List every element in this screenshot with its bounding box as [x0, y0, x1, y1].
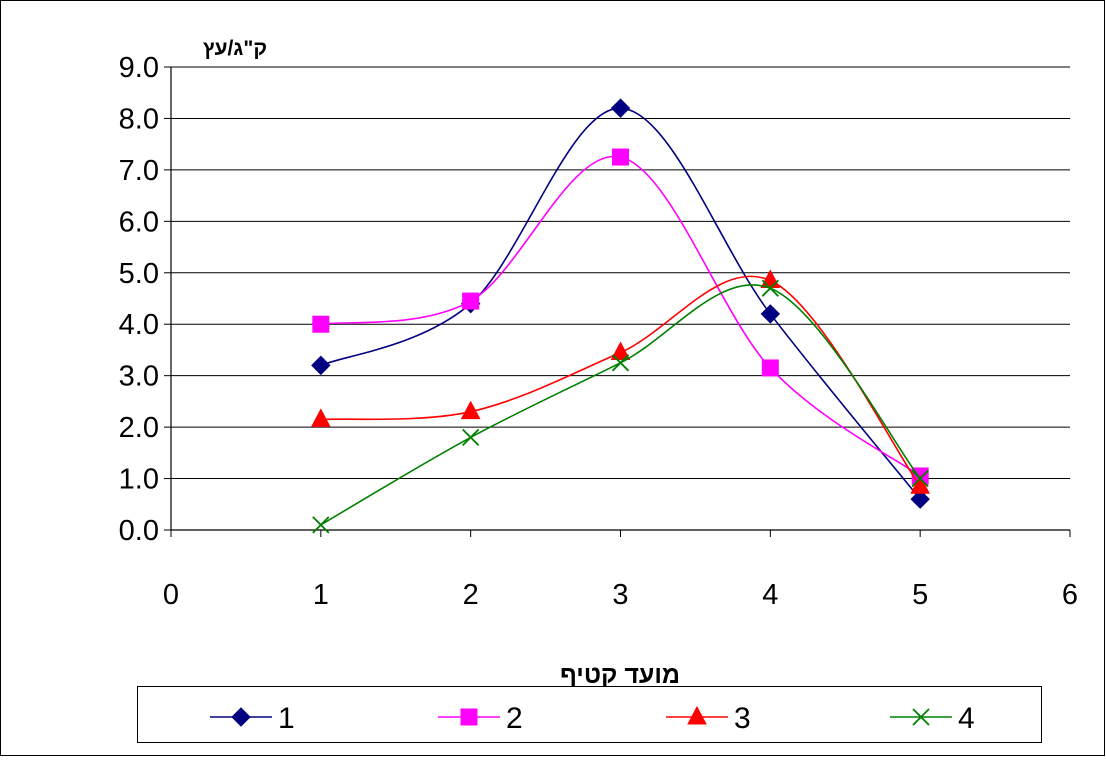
- y-tick-label: 4.0: [119, 309, 159, 341]
- legend-label: 1: [278, 702, 295, 735]
- legend-item-3: 3: [666, 702, 751, 735]
- legend-marker: [231, 707, 251, 727]
- legend-item-1: 1: [210, 702, 295, 735]
- series-3: [311, 269, 930, 494]
- x-tick-label: 0: [163, 579, 179, 611]
- y-axis-label: ק"ג/עץ: [203, 37, 267, 60]
- data-point: [610, 341, 631, 361]
- data-point: [462, 428, 480, 447]
- data-point: [761, 359, 779, 377]
- x-tick-label: 3: [612, 579, 628, 611]
- y-tick-label: 2.0: [119, 412, 159, 444]
- tick-labels: 0.0 1.0 2.0 3.0 4.0 5.0 6.0 7.0 8.0 9.0 0 1 2 3 4 5 6: [119, 52, 1078, 611]
- legend-marker: [912, 708, 930, 726]
- data-point: [311, 355, 331, 376]
- series-4: [312, 279, 929, 534]
- y-tick-label: 8.0: [119, 103, 159, 135]
- data-point: [760, 304, 781, 324]
- y-tick-label: 6.0: [119, 206, 159, 238]
- legend-label: 2: [506, 702, 523, 735]
- y-tick-label: 5.0: [119, 258, 159, 290]
- series-line: [320, 284, 921, 526]
- data-point: [462, 292, 480, 310]
- data-point: [910, 489, 930, 509]
- legend-box: [137, 686, 1042, 743]
- data-point: [311, 408, 331, 427]
- data-point: [460, 400, 481, 420]
- legend: 1 2 3 4: [137, 686, 1042, 743]
- x-axis-label: מועד קטיף: [560, 661, 680, 689]
- x-tick-label: 1: [313, 579, 329, 611]
- y-tick-label: 7.0: [119, 155, 159, 187]
- legend-item-2: 2: [438, 702, 523, 735]
- data-point: [312, 315, 330, 333]
- legend-label: 3: [734, 702, 751, 735]
- y-tick-label: 3.0: [119, 361, 159, 393]
- y-tick-label: 0.0: [119, 515, 159, 547]
- data-point: [610, 98, 631, 118]
- axes: [164, 66, 1071, 537]
- data-point: [911, 469, 929, 488]
- data-point: [611, 354, 630, 372]
- y-tick-label: 1.0: [119, 464, 159, 496]
- data-point: [312, 516, 330, 534]
- legend-marker: [687, 705, 707, 725]
- x-tick-label: 2: [463, 579, 479, 611]
- data-point: [612, 148, 629, 166]
- x-tick-label: 6: [1062, 579, 1078, 611]
- series-1: [311, 98, 930, 509]
- series-group: [311, 98, 930, 534]
- y-tick-label: 9.0: [119, 52, 159, 84]
- x-tick-label: 4: [762, 579, 778, 611]
- legend-marker: [460, 708, 478, 726]
- x-tick-label: 5: [912, 579, 928, 611]
- series-line: [320, 275, 921, 487]
- legend-label: 4: [958, 702, 975, 735]
- data-point: [910, 475, 930, 494]
- data-point: [761, 279, 779, 297]
- legend-item-4: 4: [890, 702, 975, 735]
